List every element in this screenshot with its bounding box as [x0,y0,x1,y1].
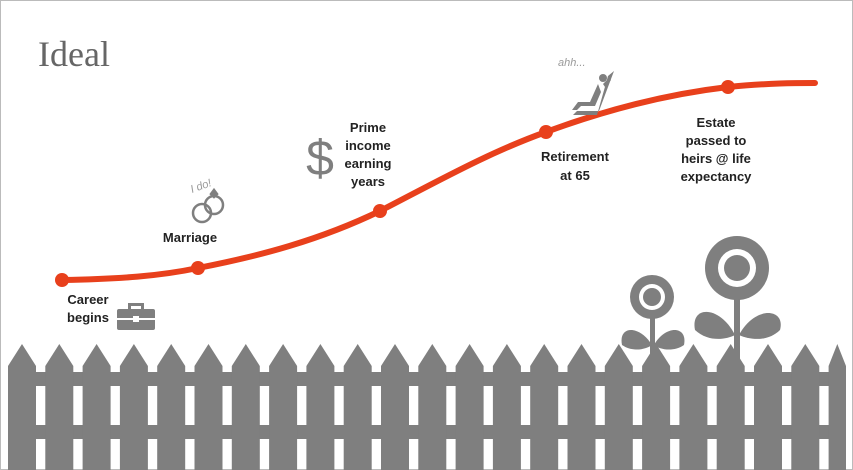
fence-picket [269,344,297,470]
fence-picket [717,344,745,470]
milestone-label: heirs @ life [681,151,751,166]
milestone-label: passed to [686,133,747,148]
slide: Ideal I do! $ [0,0,853,470]
fence-picket [679,344,707,470]
fence-picket [8,344,36,470]
fence-picket [456,344,484,470]
milestone-label: earning [345,156,392,171]
fence-picket [418,344,446,470]
dollar-icon: $ [306,130,334,186]
retirement-note: ahh... [558,57,586,69]
milestone-dot [539,125,553,139]
fence-picket [829,344,846,470]
fence-picket [754,344,782,470]
milestone-label: expectancy [681,169,753,184]
fence-picket [157,344,185,470]
fence-picket [306,344,334,470]
fence-picket [83,344,111,470]
milestone-label: Retirement [541,149,610,164]
milestone-label: begins [67,310,109,325]
fence-picket [568,344,596,470]
milestone-label: Career [67,292,108,307]
fence-picket [195,344,223,470]
fence-picket [493,344,521,470]
milestone-dot [721,80,735,94]
fence-picket [232,344,260,470]
milestone-label: Estate [696,115,735,130]
milestone-label: Prime [350,120,386,135]
fence-picket [381,344,409,470]
milestone-dot [373,204,387,218]
fence-picket [344,344,372,470]
milestone-dot [191,261,205,275]
fence-picket [45,344,73,470]
milestone-label: at 65 [560,168,590,183]
fence-picket [120,344,148,470]
fence-picket [642,344,670,470]
fence [8,344,846,470]
fence-picket [791,344,819,470]
fence-picket [530,344,558,470]
title: Ideal [38,34,110,74]
milestone-dot [55,273,69,287]
milestone-label: income [345,138,391,153]
milestone-label: years [351,174,385,189]
milestone-label: Marriage [163,230,217,245]
fence-picket [605,344,633,470]
